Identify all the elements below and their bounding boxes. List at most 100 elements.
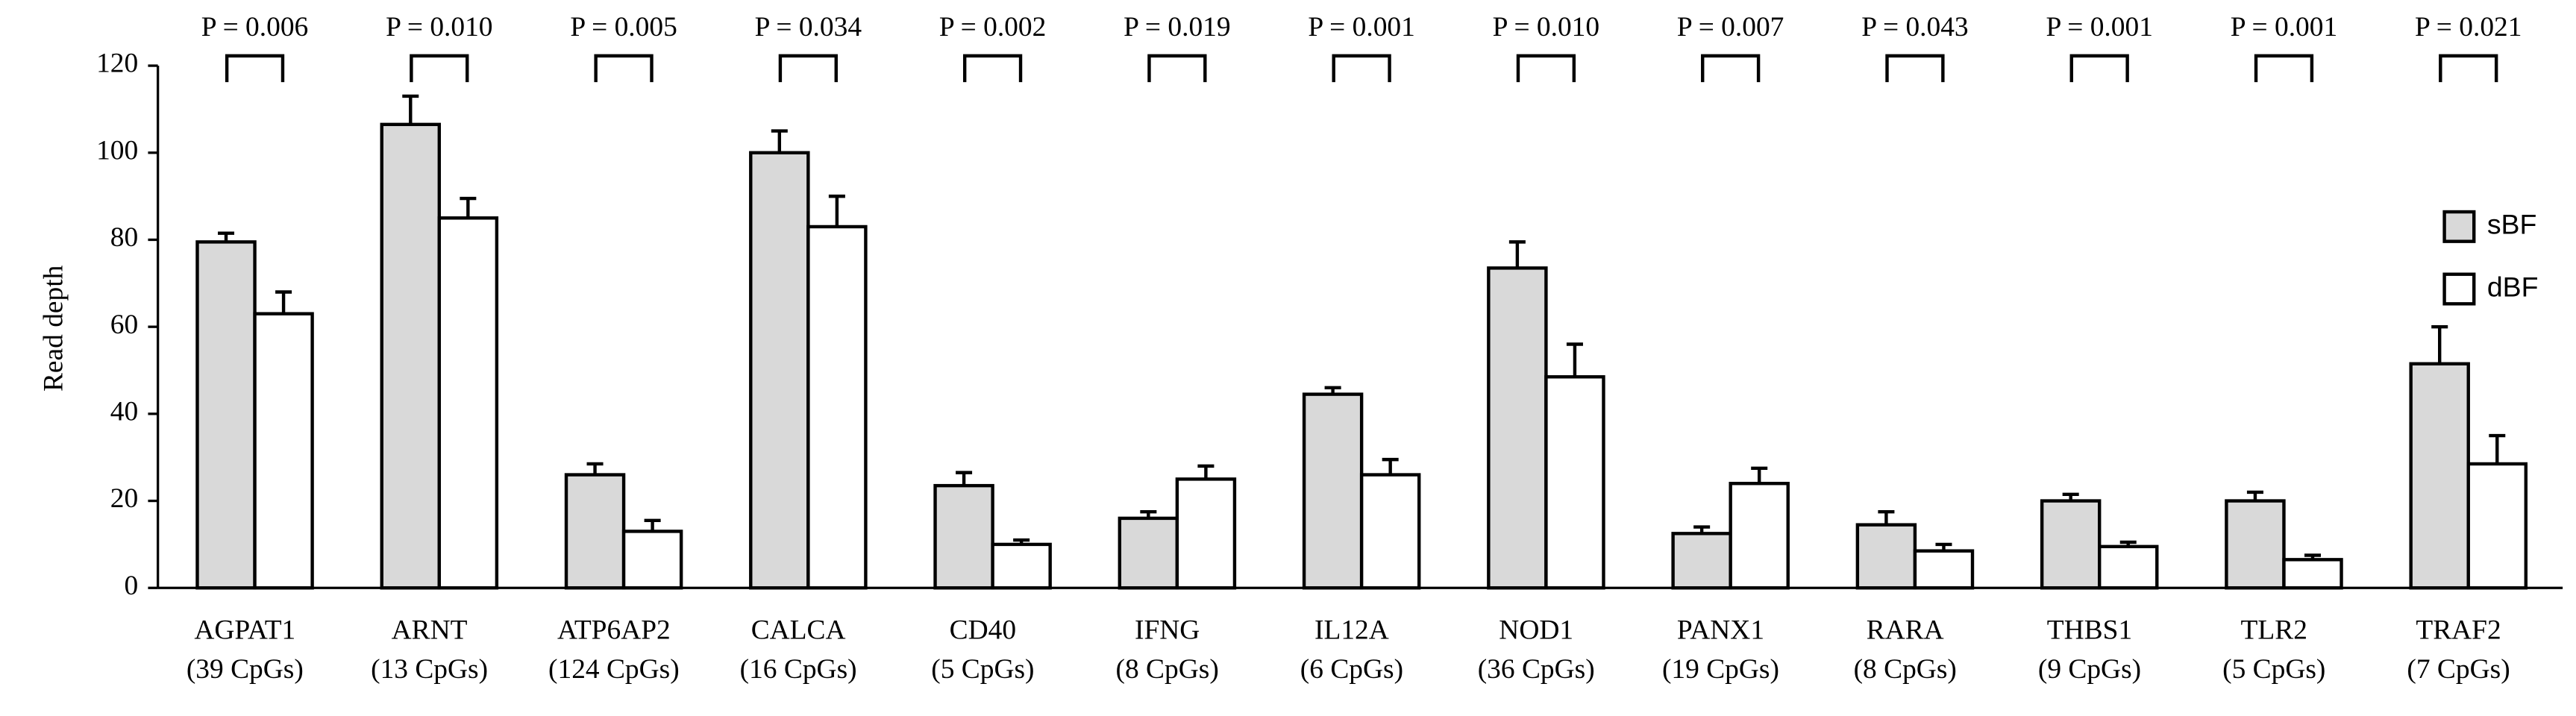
significance-bracket	[1332, 54, 1391, 83]
legend-label: sBF	[2487, 209, 2537, 240]
bar	[806, 224, 868, 590]
legend-swatch	[2442, 272, 2476, 306]
legend-label: dBF	[2487, 271, 2539, 302]
error-bar	[1751, 466, 1768, 484]
significance-bracket	[2254, 54, 2314, 83]
y-tick-label: 60	[110, 310, 138, 340]
x-tick-label: ARNT	[392, 615, 468, 645]
bar	[1359, 473, 1421, 590]
x-tick-sublabel: (8 CpGs)	[1854, 654, 1957, 685]
x-tick-sublabel: (7 CpGs)	[2407, 654, 2510, 685]
x-tick-label: TRAF2	[2416, 615, 2501, 645]
bar	[437, 216, 499, 590]
x-tick-sublabel: (9 CpGs)	[2038, 654, 2141, 685]
p-value-label: P = 0.001	[2046, 12, 2152, 43]
p-value-label: P = 0.006	[201, 12, 308, 43]
error-bar	[1508, 240, 1526, 268]
error-bar	[460, 196, 477, 219]
bar	[1302, 392, 1364, 590]
bar	[195, 240, 257, 590]
significance-bracket	[1885, 54, 1945, 83]
bar	[1487, 266, 1548, 590]
y-axis-label: Read depth	[39, 265, 69, 392]
significance-bracket	[1701, 54, 1761, 83]
error-bar	[2489, 433, 2506, 464]
x-tick-sublabel: (124 CpGs)	[548, 654, 680, 685]
bar	[2466, 462, 2528, 590]
bar	[1855, 523, 1917, 590]
significance-bracket	[2439, 54, 2498, 83]
y-tick-label: 0	[124, 571, 138, 601]
error-bar	[402, 94, 419, 125]
x-tick-label: NOD1	[1499, 615, 1573, 645]
error-bar	[828, 194, 845, 227]
error-bar	[275, 290, 292, 314]
y-tick-label: 100	[96, 135, 138, 166]
x-tick-label: RARA	[1867, 615, 1944, 645]
bar	[1729, 482, 1790, 590]
significance-bracket	[778, 54, 838, 83]
error-bar	[1382, 457, 1399, 475]
bar	[749, 151, 810, 590]
x-tick-sublabel: (5 CpGs)	[931, 654, 1034, 685]
p-value-label: P = 0.005	[570, 12, 677, 43]
p-value-label: P = 0.002	[939, 12, 1046, 43]
error-bar	[1878, 509, 1895, 525]
p-value-label: P = 0.010	[386, 12, 492, 43]
bar	[1118, 516, 1179, 590]
p-value-label: P = 0.019	[1124, 12, 1230, 43]
significance-bracket	[410, 54, 469, 83]
significance-bracket	[962, 54, 1023, 83]
y-tick-label: 120	[96, 48, 138, 79]
y-tick-label: 80	[110, 222, 138, 253]
x-tick-label: AGPAT1	[194, 615, 295, 645]
bar	[2409, 362, 2470, 590]
x-tick-label: CALCA	[751, 615, 846, 645]
bar	[380, 122, 442, 590]
bar	[2040, 499, 2102, 590]
significance-bracket	[594, 54, 654, 83]
bar	[2282, 558, 2343, 590]
x-tick-label: ATP6AP2	[557, 615, 671, 645]
bar	[253, 312, 314, 590]
p-value-label: P = 0.043	[1861, 12, 1968, 43]
significance-bracket	[2069, 54, 2129, 83]
x-tick-sublabel: (5 CpGs)	[2222, 654, 2325, 685]
error-bar	[644, 518, 661, 532]
x-tick-label: THBS1	[2047, 615, 2132, 645]
x-tick-sublabel: (36 CpGs)	[1478, 654, 1595, 685]
p-value-label: P = 0.007	[1677, 12, 1784, 43]
bar	[1544, 375, 1605, 590]
error-bar	[1197, 464, 1215, 480]
significance-bracket	[225, 54, 285, 83]
p-value-label: P = 0.001	[1308, 12, 1414, 43]
bar	[2098, 544, 2159, 590]
bar	[621, 530, 683, 590]
x-tick-sublabel: (39 CpGs)	[187, 654, 304, 685]
error-bar	[1566, 342, 1583, 377]
significance-bracket	[1147, 54, 1207, 83]
legend-swatch	[2442, 210, 2476, 243]
x-tick-sublabel: (19 CpGs)	[1662, 654, 1779, 685]
p-value-label: P = 0.001	[2231, 12, 2337, 43]
y-tick-label: 40	[110, 396, 138, 427]
error-bar	[771, 129, 788, 153]
significance-bracket	[1516, 54, 1576, 83]
x-tick-label: IL12A	[1314, 615, 1389, 645]
x-tick-label: CD40	[950, 615, 1016, 645]
x-tick-label: PANX1	[1677, 615, 1764, 645]
x-tick-sublabel: (13 CpGs)	[371, 654, 488, 685]
x-tick-sublabel: (6 CpGs)	[1300, 654, 1403, 685]
bar	[991, 542, 1052, 590]
x-tick-sublabel: (8 CpGs)	[1116, 654, 1219, 685]
x-tick-label: TLR2	[2241, 615, 2307, 645]
y-tick-label: 20	[110, 483, 138, 514]
error-bar	[586, 462, 604, 475]
bar	[1913, 549, 1975, 590]
p-value-label: P = 0.010	[1493, 12, 1599, 43]
error-bar	[2431, 324, 2448, 364]
x-tick-label: IFNG	[1135, 615, 1200, 645]
bar	[1671, 532, 1732, 590]
bar	[2225, 499, 2286, 590]
